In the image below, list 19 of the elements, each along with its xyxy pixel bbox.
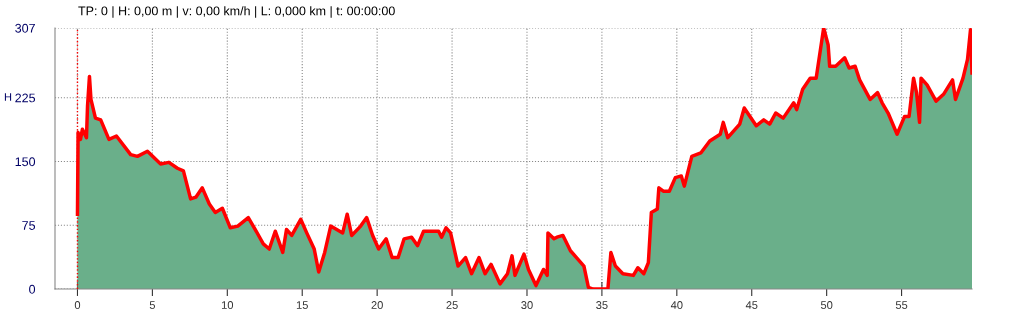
x-tick-label: 55 xyxy=(895,301,908,309)
x-tick-label: 20 xyxy=(371,301,383,309)
y-tick-label: 75 xyxy=(22,221,36,230)
x-tick-label: 25 xyxy=(446,301,458,309)
chart-title: TP: 0 | H: 0,00 m | v: 0,00 km/h | L: 0,000 km | t: 00:00:00 xyxy=(78,6,395,18)
x-tick-label: 35 xyxy=(596,301,608,309)
y-tick-label: 0 xyxy=(29,284,36,294)
x-tick-label: 45 xyxy=(745,301,758,309)
y-tick-label: 225 xyxy=(15,93,36,103)
x-tick-label: 40 xyxy=(670,301,683,309)
y-tick-label: 307 xyxy=(15,23,35,33)
x-tick-label: 5 xyxy=(149,301,156,309)
x-tick-label: 30 xyxy=(521,301,533,309)
x-tick-label: 15 xyxy=(296,301,308,309)
x-tick-label: 10 xyxy=(221,301,234,309)
y-axis-title: H xyxy=(4,93,12,101)
y-tick-label: 150 xyxy=(15,157,36,167)
x-tick-label: 0 xyxy=(74,301,81,309)
x-tick-label: 50 xyxy=(820,301,833,309)
